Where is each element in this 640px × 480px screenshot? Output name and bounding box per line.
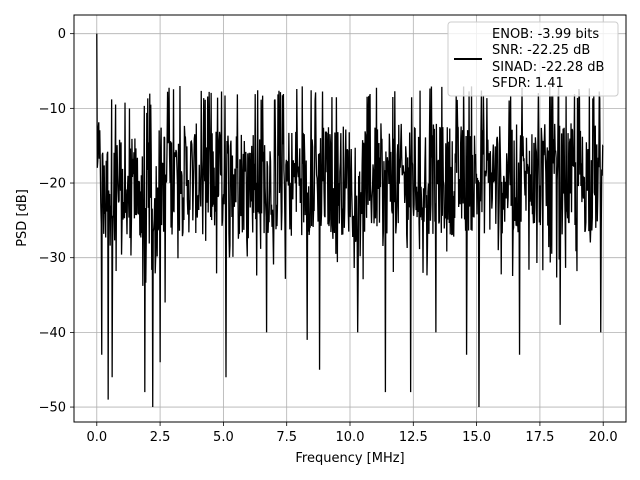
y-tick-label: −30 bbox=[39, 251, 66, 266]
x-tick-label: 0.0 bbox=[86, 430, 107, 445]
x-tick-label: 20.0 bbox=[589, 430, 618, 445]
x-tick-label: 17.5 bbox=[525, 430, 554, 445]
x-tick-label: 15.0 bbox=[462, 430, 491, 445]
legend: ENOB: -3.99 bits SNR: -22.25 dB SINAD: -… bbox=[447, 21, 619, 97]
y-ticks: 0 −10 −20 −30 −40 −50 bbox=[39, 27, 74, 416]
x-tick-label: 10.0 bbox=[336, 430, 365, 445]
x-tick-label: 5.0 bbox=[213, 430, 234, 445]
legend-enob: ENOB: -3.99 bits bbox=[492, 27, 599, 42]
legend-sinad: SINAD: -22.28 dB bbox=[492, 60, 604, 75]
y-tick-label: −10 bbox=[39, 102, 66, 117]
y-tick-label: 0 bbox=[58, 27, 66, 42]
legend-sfdr: SFDR: 1.41 bbox=[492, 76, 564, 91]
legend-snr: SNR: -22.25 dB bbox=[492, 43, 590, 58]
x-tick-label: 2.5 bbox=[150, 430, 171, 445]
y-tick-label: −50 bbox=[39, 401, 66, 416]
psd-series-line bbox=[96, 33, 604, 408]
y-axis-label: PSD [dB] bbox=[15, 189, 30, 247]
y-tick-label: −40 bbox=[39, 326, 66, 341]
axes-frame bbox=[73, 14, 627, 423]
x-tick-label: 7.5 bbox=[276, 430, 297, 445]
x-axis-label: Frequency [MHz] bbox=[295, 451, 404, 466]
y-tick-label: −20 bbox=[39, 177, 66, 192]
legend-box bbox=[447, 21, 619, 97]
line-clip-group bbox=[96, 33, 604, 408]
x-tick-label: 12.5 bbox=[399, 430, 428, 445]
x-ticks: 0.0 2.5 5.0 7.5 10.0 12.5 15.0 17.5 20.0 bbox=[86, 422, 618, 445]
